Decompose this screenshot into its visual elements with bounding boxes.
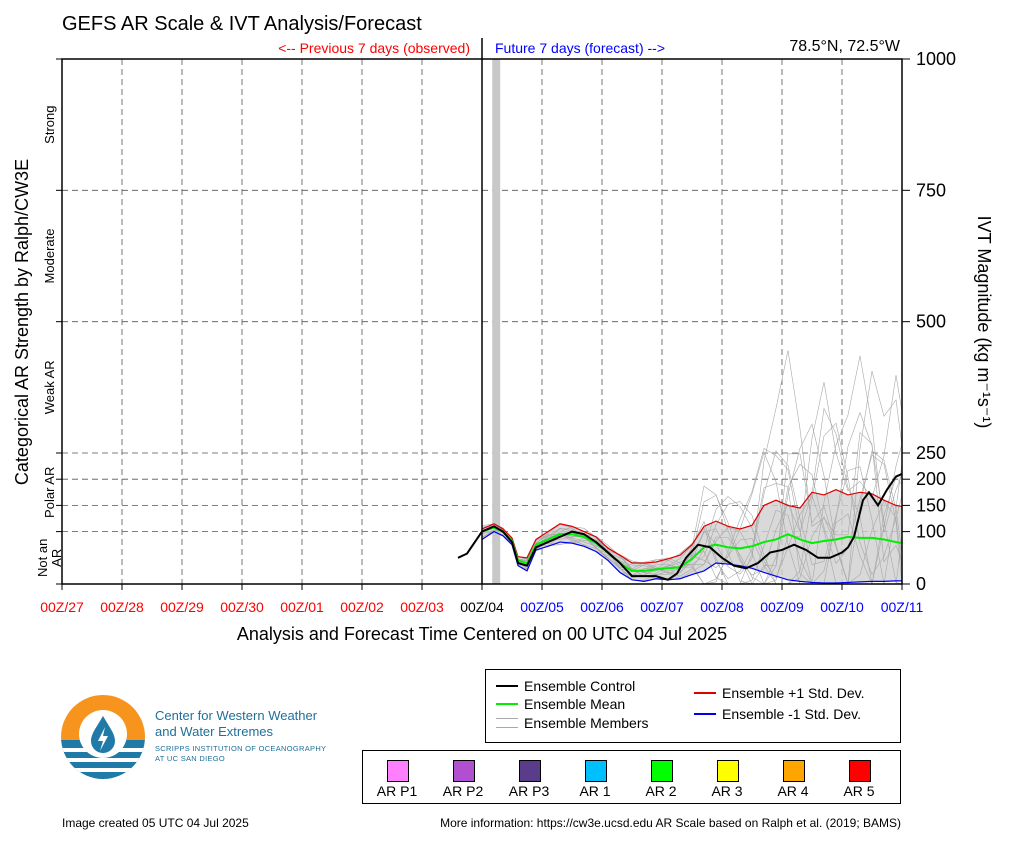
x-tick-label: 00Z/01 bbox=[280, 599, 324, 615]
observed-label: <-- Previous 7 days (observed) bbox=[278, 40, 470, 56]
axes: 00Z/27 00Z/28 00Z/29 00Z/30 00Z/01 00Z/02 00Z/… bbox=[35, 38, 956, 615]
ar-scale-label: AR 3 bbox=[711, 783, 743, 799]
x-tick-label: 00Z/11 bbox=[881, 599, 924, 615]
legend-swatch bbox=[694, 692, 716, 694]
ensemble-member-line bbox=[481, 355, 903, 585]
ensemble-member-line bbox=[481, 476, 903, 585]
ar-scale-swatch bbox=[585, 760, 607, 782]
x-tick-label: 00Z/28 bbox=[100, 599, 144, 615]
x-tick-label: 00Z/29 bbox=[160, 599, 204, 615]
y-tick-label: 750 bbox=[916, 180, 946, 200]
ar-scale-label: AR 1 bbox=[579, 783, 611, 799]
y-tick-label: 0 bbox=[916, 574, 926, 594]
logo-name-line2: and Water Extremes bbox=[155, 724, 274, 739]
x-tick-label: 00Z/02 bbox=[340, 599, 384, 615]
y-tick-label: 150 bbox=[916, 495, 946, 515]
logo-institution-line2: AT UC SAN DIEGO bbox=[155, 754, 226, 763]
x-tick-label: 00Z/03 bbox=[400, 599, 444, 615]
ar-scale-swatch bbox=[783, 760, 805, 782]
category-label: Weak AR bbox=[42, 360, 57, 414]
category-label: Not an bbox=[35, 539, 50, 577]
legend-label: Ensemble Members bbox=[524, 715, 649, 731]
created-timestamp: Image created 05 UTC 04 Jul 2025 bbox=[62, 816, 249, 830]
category-label: Strong bbox=[42, 106, 57, 144]
ar-scale-swatch bbox=[651, 760, 673, 782]
legend-label: Ensemble Control bbox=[524, 678, 636, 694]
ar-scale-swatch bbox=[519, 760, 541, 782]
series-line-ensemble-mean bbox=[481, 526, 903, 572]
legend-item: Ensemble +1 Std. Dev. bbox=[694, 685, 865, 701]
legend-swatch bbox=[496, 703, 518, 705]
ar-scale-label: AR 4 bbox=[777, 783, 809, 799]
location-label: 78.5°N, 72.5°W bbox=[789, 38, 901, 55]
ensemble-members-band bbox=[481, 350, 903, 585]
series-layer bbox=[457, 473, 903, 584]
ar-scale-label: AR 5 bbox=[843, 783, 875, 799]
ensemble-member-line bbox=[481, 375, 903, 585]
x-tick-label: 00Z/09 bbox=[760, 599, 804, 615]
x-tick-label: 00Z/10 bbox=[820, 599, 864, 615]
ar-scale-swatch bbox=[717, 760, 739, 782]
ensemble-member-line bbox=[481, 350, 903, 579]
x-tick-label: 00Z/08 bbox=[700, 599, 744, 615]
legend-swatch bbox=[694, 713, 716, 715]
chart-title: GEFS AR Scale & IVT Analysis/Forecast bbox=[62, 13, 422, 35]
ar-scale-label: AR P1 bbox=[376, 783, 418, 799]
category-label: Polar AR bbox=[42, 467, 57, 518]
category-label: AR bbox=[49, 549, 64, 567]
ar-scale-swatch bbox=[453, 760, 475, 782]
right-axis-title: IVT Magnitude (kg m⁻¹s⁻¹) bbox=[974, 216, 994, 429]
y-tick-label: 200 bbox=[916, 469, 946, 489]
x-axis-title: Analysis and Forecast Time Centered on 0… bbox=[237, 624, 727, 644]
ensemble-spread bbox=[482, 489, 902, 583]
x-tick-label: 00Z/04 bbox=[460, 599, 504, 615]
y-tick-label: 500 bbox=[916, 312, 946, 332]
forecast-label: Future 7 days (forecast) --> bbox=[495, 40, 665, 56]
legend-label: Ensemble -1 Std. Dev. bbox=[722, 706, 862, 722]
x-tick-label: 00Z/05 bbox=[520, 599, 564, 615]
more-info-text: More information: https://cw3e.ucsd.edu … bbox=[440, 816, 901, 830]
ar-scale-swatch bbox=[387, 760, 409, 782]
ar-scale-label: AR P2 bbox=[442, 783, 484, 799]
x-tick-label: 00Z/06 bbox=[580, 599, 624, 615]
logo-institution-line1: SCRIPPS INSTITUTION OF OCEANOGRAPHY bbox=[155, 744, 327, 753]
x-tick-label: 00Z/07 bbox=[640, 599, 684, 615]
legend-item: Ensemble Mean bbox=[496, 696, 625, 712]
ar-scale-label: AR P3 bbox=[508, 783, 550, 799]
legend-swatch bbox=[496, 718, 518, 728]
y-tick-label: 100 bbox=[916, 522, 946, 542]
left-axis-title: Categorical AR Strength by Ralph/CW3E bbox=[12, 159, 32, 485]
legend-item: Ensemble Control bbox=[496, 678, 635, 694]
series-legend: Ensemble Control Ensemble Mean Ensemble Me… bbox=[485, 669, 901, 743]
series-line-ensemble-1-std-dev- bbox=[481, 530, 902, 584]
logo-name-line1: Center for Western Weather bbox=[155, 708, 318, 723]
legend-label: Ensemble +1 Std. Dev. bbox=[722, 685, 865, 701]
category-label: Moderate bbox=[42, 229, 57, 284]
series-line-ensemble-control bbox=[457, 473, 903, 581]
y-tick-label: 250 bbox=[916, 443, 946, 463]
legend-item: Ensemble Members bbox=[496, 715, 649, 731]
series-line-ensemble-1-std-dev- bbox=[481, 489, 903, 564]
legend-item: Ensemble -1 Std. Dev. bbox=[694, 706, 861, 722]
x-tick-label: 00Z/27 bbox=[40, 599, 84, 615]
legend-swatch bbox=[496, 685, 518, 687]
y-tick-label: 1000 bbox=[916, 49, 956, 69]
current-time-shade bbox=[492, 59, 501, 584]
legend-label: Ensemble Mean bbox=[524, 696, 626, 712]
ar-scale-legend: AR P1 AR P2 AR P3 AR 1 AR 2 AR 3 AR 4 AR 5 bbox=[362, 750, 901, 804]
ar-scale-swatch bbox=[849, 760, 871, 782]
x-tick-label: 00Z/30 bbox=[220, 599, 264, 615]
cw3e-logo-icon bbox=[61, 695, 145, 779]
ar-scale-label: AR 2 bbox=[645, 783, 677, 799]
